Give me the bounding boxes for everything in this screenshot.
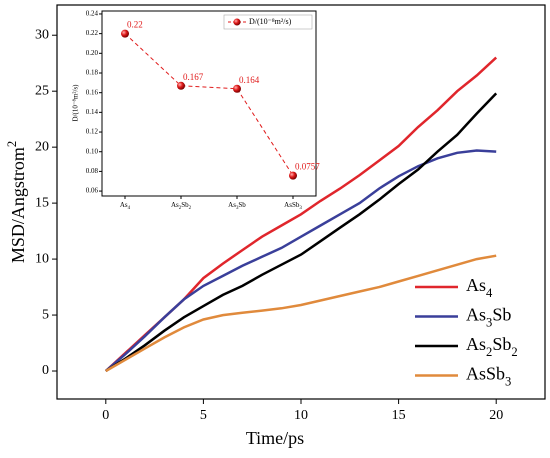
inset-frame xyxy=(101,10,317,197)
inset-y-tick-label: 0.08 xyxy=(86,167,99,175)
inset-value-label: 0.164 xyxy=(239,75,260,85)
inset-value-label: 0.167 xyxy=(183,72,204,82)
legend-label: As4 xyxy=(466,275,493,300)
x-tick-label: 10 xyxy=(294,408,308,423)
inset-line xyxy=(124,33,294,176)
inset-y-tick-label: 0.20 xyxy=(86,49,99,57)
x-tick-label: 0 xyxy=(102,408,109,423)
inset-y-tick-label: 0.10 xyxy=(86,147,99,155)
inset-legend-marker xyxy=(233,18,241,26)
inset-value-label: 0.0757 xyxy=(295,162,320,172)
y-tick-label: 15 xyxy=(35,195,49,210)
series-line xyxy=(105,92,498,373)
x-tick-label: 15 xyxy=(392,408,406,423)
inset-background xyxy=(88,9,318,198)
inset-y-tick-label: 0.24 xyxy=(86,10,99,18)
inset-y-tick-label: 0.06 xyxy=(86,187,99,195)
y-tick-label: 10 xyxy=(35,251,49,266)
series-line xyxy=(104,149,497,372)
inset-point xyxy=(233,84,241,93)
inset-y-tick-label: 0.18 xyxy=(86,69,99,77)
inset-y-tick-label: 0.12 xyxy=(86,128,99,136)
y-axis-label: MSD/Angstrom2 xyxy=(5,141,28,263)
inset-y-axis-label: D/(10⁻⁸m²/s) xyxy=(72,84,80,122)
y-tick-label: 5 xyxy=(42,307,49,322)
y-tick-label: 20 xyxy=(35,139,49,154)
inset-x-tick-label: AsSb3 xyxy=(284,201,302,211)
legend-label: As3Sb xyxy=(466,305,511,330)
y-tick-label: 0 xyxy=(42,363,49,378)
inset-value-label: 0.22 xyxy=(127,20,143,30)
legend-label: As2Sb2 xyxy=(466,334,518,359)
x-axis-label: Time/ps xyxy=(246,428,304,448)
inset-x-tick-label: As3Sb xyxy=(228,201,246,211)
inset-point xyxy=(177,81,185,90)
x-tick-label: 5 xyxy=(200,408,207,423)
inset-y-tick-label: 0.16 xyxy=(86,88,99,96)
inset-legend-box xyxy=(223,14,313,30)
inset-point xyxy=(121,29,129,38)
inset-y-tick-label: 0.22 xyxy=(86,29,99,37)
y-tick-label: 30 xyxy=(35,27,49,42)
y-tick-label: 25 xyxy=(35,83,49,98)
x-tick-label: 20 xyxy=(489,408,503,423)
inset-x-tick-label: As4 xyxy=(120,201,131,211)
legend-label: AsSb3 xyxy=(466,364,511,389)
inset-y-tick-label: 0.14 xyxy=(86,108,99,116)
inset-x-tick-label: As2Sb2 xyxy=(171,201,192,211)
series-line xyxy=(105,254,497,373)
inset-legend-label: D/(10⁻⁸m²/s) xyxy=(249,17,292,26)
inset-point xyxy=(289,171,297,180)
